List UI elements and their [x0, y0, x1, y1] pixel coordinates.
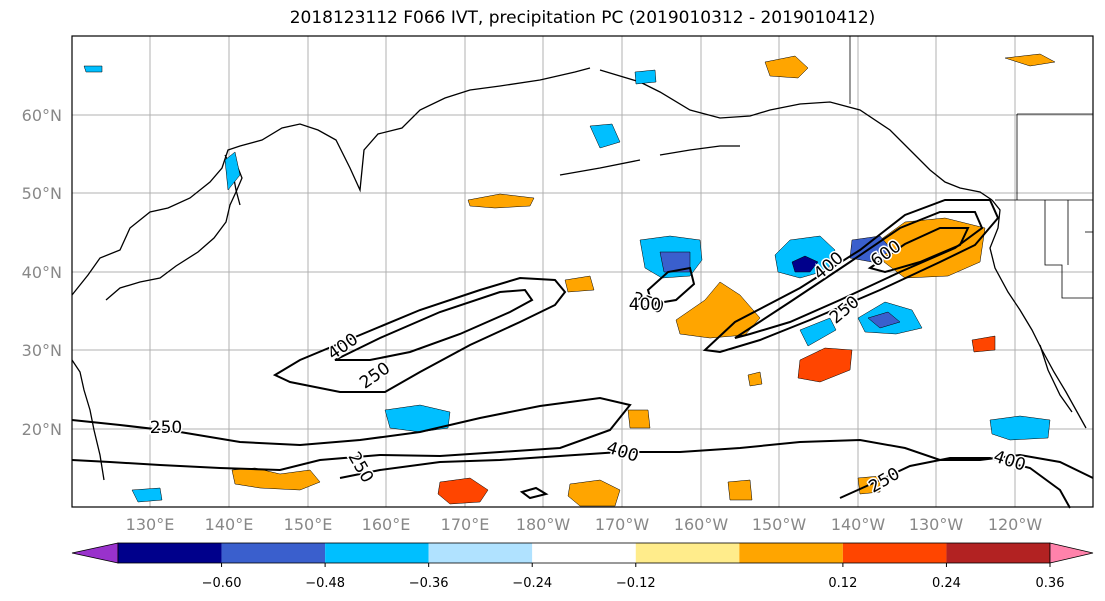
precip-positive-patches	[231, 53, 1056, 507]
lat-tick-label: 60°N	[22, 106, 62, 125]
china-coast	[71, 359, 105, 481]
lat-tick-label: 30°N	[22, 341, 62, 360]
na-coast	[989, 199, 1087, 429]
ivt-contour-250-south	[71, 396, 632, 472]
colorbar-segment	[428, 543, 533, 563]
lat-tick-label: 40°N	[22, 263, 62, 282]
precip-negative-patches	[83, 65, 1051, 503]
lon-tick-label: 150°W	[752, 515, 807, 534]
colorbar-segment	[946, 543, 1050, 563]
precip-patch	[567, 479, 621, 507]
political-borders	[849, 36, 1093, 299]
colorbar-segment	[221, 543, 326, 563]
ivt-contour-250-southeast	[839, 457, 1071, 509]
lon-tick-labels: 130°E 140°E 150°E 160°E 170°E 180°W 170°W 160°W…	[126, 515, 1043, 534]
precip-patch	[675, 281, 761, 339]
lon-tick-label: 130°E	[126, 515, 175, 534]
precip-patch	[589, 123, 621, 149]
precip-patch	[989, 415, 1051, 441]
contour-label: 250	[150, 418, 182, 438]
precip-patch	[231, 467, 321, 491]
colorbar-segment	[842, 543, 947, 563]
lon-tick-label: 170°W	[595, 515, 650, 534]
precip-patch	[384, 404, 451, 433]
colorbar-tick-label: −0.24	[512, 576, 552, 591]
contour-label: 250	[356, 358, 394, 393]
lat-tick-label: 20°N	[22, 420, 62, 439]
precip-patch	[437, 477, 489, 505]
ivt-contour-400-south	[339, 438, 1094, 479]
colorbar-tick-label: −0.60	[202, 576, 242, 591]
map-frame	[71, 35, 1094, 508]
colorbar-tick-label: 0.24	[932, 576, 961, 591]
precip-patch	[634, 69, 657, 85]
ivt-contour-250-west	[272, 276, 567, 393]
colorbar-tick-label: −0.12	[616, 576, 656, 591]
lon-tick-label: 180°W	[516, 515, 571, 534]
japan	[105, 167, 243, 301]
lon-tick-label: 150°E	[284, 515, 333, 534]
colorbar-segment	[325, 543, 429, 563]
precip-patch	[467, 193, 535, 209]
colorbar-segment	[635, 543, 740, 563]
ivt-contour-small-closed	[519, 486, 549, 500]
lon-tick-label: 120°W	[988, 515, 1043, 534]
precip-patch	[727, 479, 753, 501]
precip-patch	[564, 275, 595, 293]
colorbar-segment	[739, 543, 843, 563]
coastlines	[71, 67, 1087, 481]
colorbar-segment	[532, 543, 636, 563]
ivt-contours	[71, 199, 1094, 509]
precip-patch	[764, 55, 809, 79]
colorbar-segments	[71, 542, 1094, 564]
contour-label: 250	[344, 448, 378, 486]
precip-patch	[971, 335, 996, 353]
ivt-contour-400-west	[334, 288, 534, 361]
lon-tick-label: 140°W	[831, 515, 886, 534]
asia-coast	[71, 67, 591, 296]
ivt-contour-600-east	[867, 227, 970, 274]
precip-patch	[627, 409, 651, 429]
precip-patch	[791, 255, 819, 273]
precip-patch	[799, 317, 837, 347]
aleutians	[559, 145, 740, 176]
precip-patch	[867, 311, 901, 329]
map-title: 2018123112 F066 IVT, precipitation PC (2…	[289, 8, 876, 28]
ivt-contour-small-closed	[646, 266, 696, 306]
lat-tick-labels: 60°N 50°N 40°N 30°N 20°N	[22, 106, 62, 439]
precip-patch	[1004, 53, 1056, 67]
alaska-coast	[599, 69, 993, 201]
lon-tick-label: 130°W	[909, 515, 964, 534]
contour-label: 400	[629, 295, 661, 315]
colorbar-tick-labels: −0.60−0.48−0.36−0.24−0.120.120.240.360.4…	[202, 563, 1065, 591]
ivt-contour-250-east	[702, 199, 1000, 354]
colorbar-tick-label: 0.12	[828, 576, 857, 591]
colorbar-tick-label: 0.36	[1036, 576, 1065, 591]
lon-tick-label: 170°E	[441, 515, 490, 534]
precip-patch	[224, 151, 241, 191]
precip-patch	[747, 371, 763, 387]
colorbar-extend-right	[1049, 542, 1094, 564]
baja	[1039, 344, 1073, 413]
colorbar-segment	[118, 543, 222, 563]
lon-tick-label: 140°E	[205, 515, 254, 534]
precip-patch	[131, 487, 163, 503]
lon-tick-label: 160°E	[362, 515, 411, 534]
lat-tick-label: 50°N	[22, 184, 62, 203]
colorbar-extend-left	[71, 542, 119, 564]
colorbar-tick-label: −0.48	[305, 576, 345, 591]
precip-patch	[83, 65, 103, 73]
precip-patch	[797, 347, 853, 383]
contour-label: 400	[604, 438, 641, 467]
colorbar: −0.60−0.48−0.36−0.24−0.120.120.240.360.4…	[71, 542, 1094, 591]
contour-label: 400	[991, 447, 1028, 476]
ivt-contour-400-east	[734, 211, 984, 339]
colorbar-tick-label: −0.36	[409, 576, 449, 591]
lon-tick-label: 160°W	[674, 515, 729, 534]
